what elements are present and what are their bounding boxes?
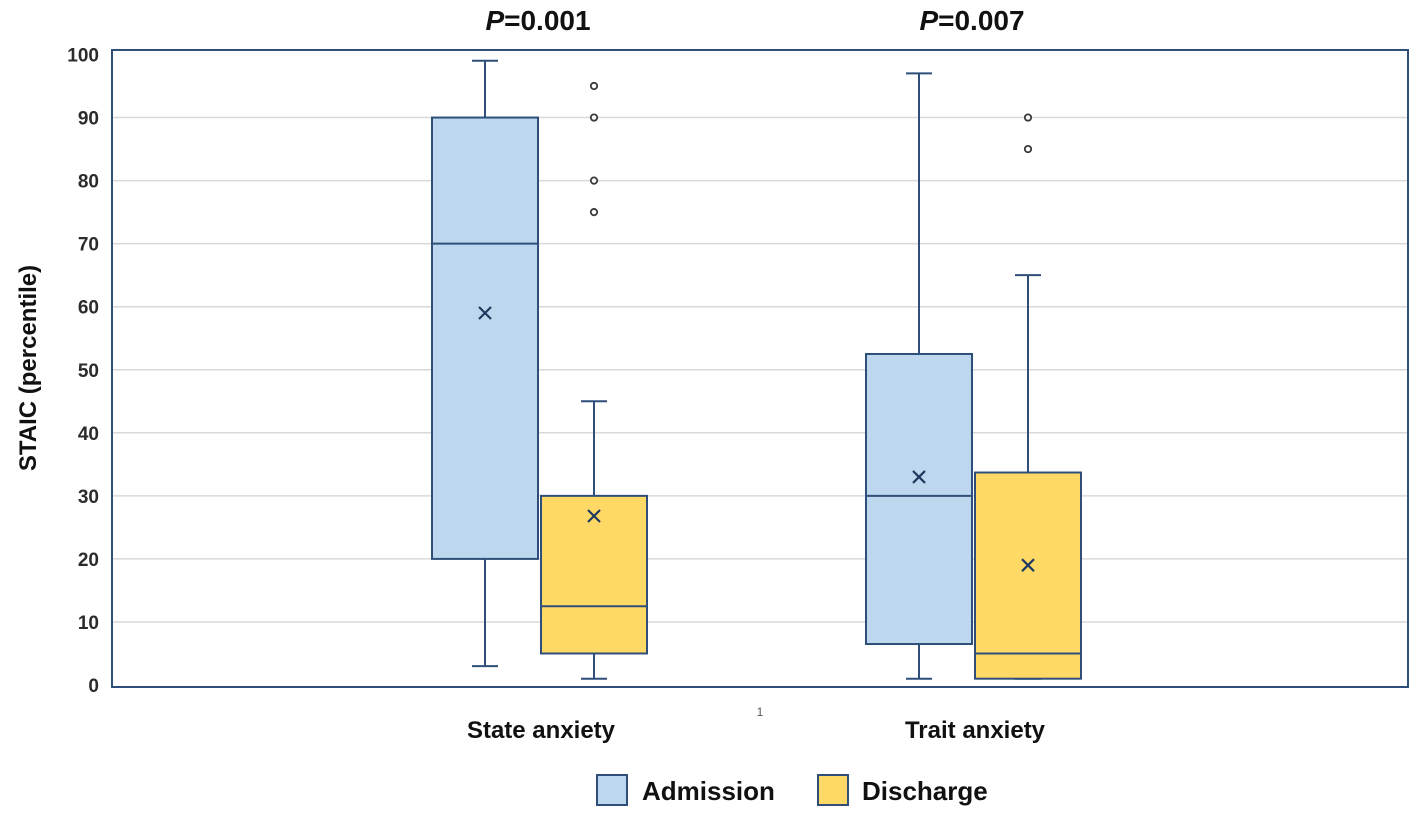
y-axis-label: STAIC (percentile) <box>15 265 42 471</box>
category-label-state-anxiety: State anxiety <box>467 717 616 744</box>
legend-label-discharge: Discharge <box>862 776 988 806</box>
y-tick-label-30: 30 <box>78 487 99 508</box>
y-tick-label-10: 10 <box>78 613 99 634</box>
box-discharge-trait-anxiety <box>974 113 1082 680</box>
legend: Admission Discharge <box>596 774 988 806</box>
p-value-trait-anxiety: P=0.007 <box>919 5 1024 36</box>
category-label-trait-anxiety: Trait anxiety <box>905 717 1046 744</box>
y-tick-label-90: 90 <box>78 109 99 130</box>
box-body <box>540 494 648 655</box>
mean-marker-b <box>912 470 926 484</box>
box-discharge-state-anxiety <box>540 81 648 680</box>
legend-label-admission: Admission <box>642 776 775 806</box>
box-body <box>974 471 1082 680</box>
y-axis-ticks: 0 10 20 30 40 50 60 70 80 90 100 <box>67 46 99 698</box>
boxes <box>431 59 1082 680</box>
y-tick-label-60: 60 <box>78 298 99 319</box>
y-tick-label-80: 80 <box>78 172 99 193</box>
y-tick-label-0: 0 <box>88 676 99 697</box>
outlier-point-95 <box>589 81 599 91</box>
outlier-point-85 <box>1023 144 1033 154</box>
stray-axis-mark: 1 <box>757 705 764 719</box>
outlier-point-90 <box>1023 113 1033 122</box>
y-tick-label-40: 40 <box>78 424 99 445</box>
box-body <box>431 116 539 560</box>
outlier-point-75 <box>589 208 599 217</box>
mean-marker-b <box>1021 558 1035 572</box>
grid-lines <box>112 116 1408 623</box>
y-tick-label-20: 20 <box>78 550 99 571</box>
y-tick-label-100: 100 <box>67 46 99 67</box>
legend-swatch-admission <box>596 774 628 806</box>
box-body <box>865 352 973 646</box>
mean-marker-b <box>587 509 601 523</box>
outlier-point-80 <box>589 176 599 185</box>
box-admission-state-anxiety <box>431 59 539 668</box>
box-admission-trait-anxiety <box>865 72 973 680</box>
legend-swatch-discharge <box>817 774 849 806</box>
y-tick-label-70: 70 <box>78 235 99 256</box>
outlier-point-90 <box>589 113 599 122</box>
y-tick-label-50: 50 <box>78 361 99 382</box>
mean-marker-b <box>478 306 492 320</box>
p-value-state-anxiety: P=0.001 <box>485 5 590 36</box>
plot-area-frame <box>111 49 1409 688</box>
